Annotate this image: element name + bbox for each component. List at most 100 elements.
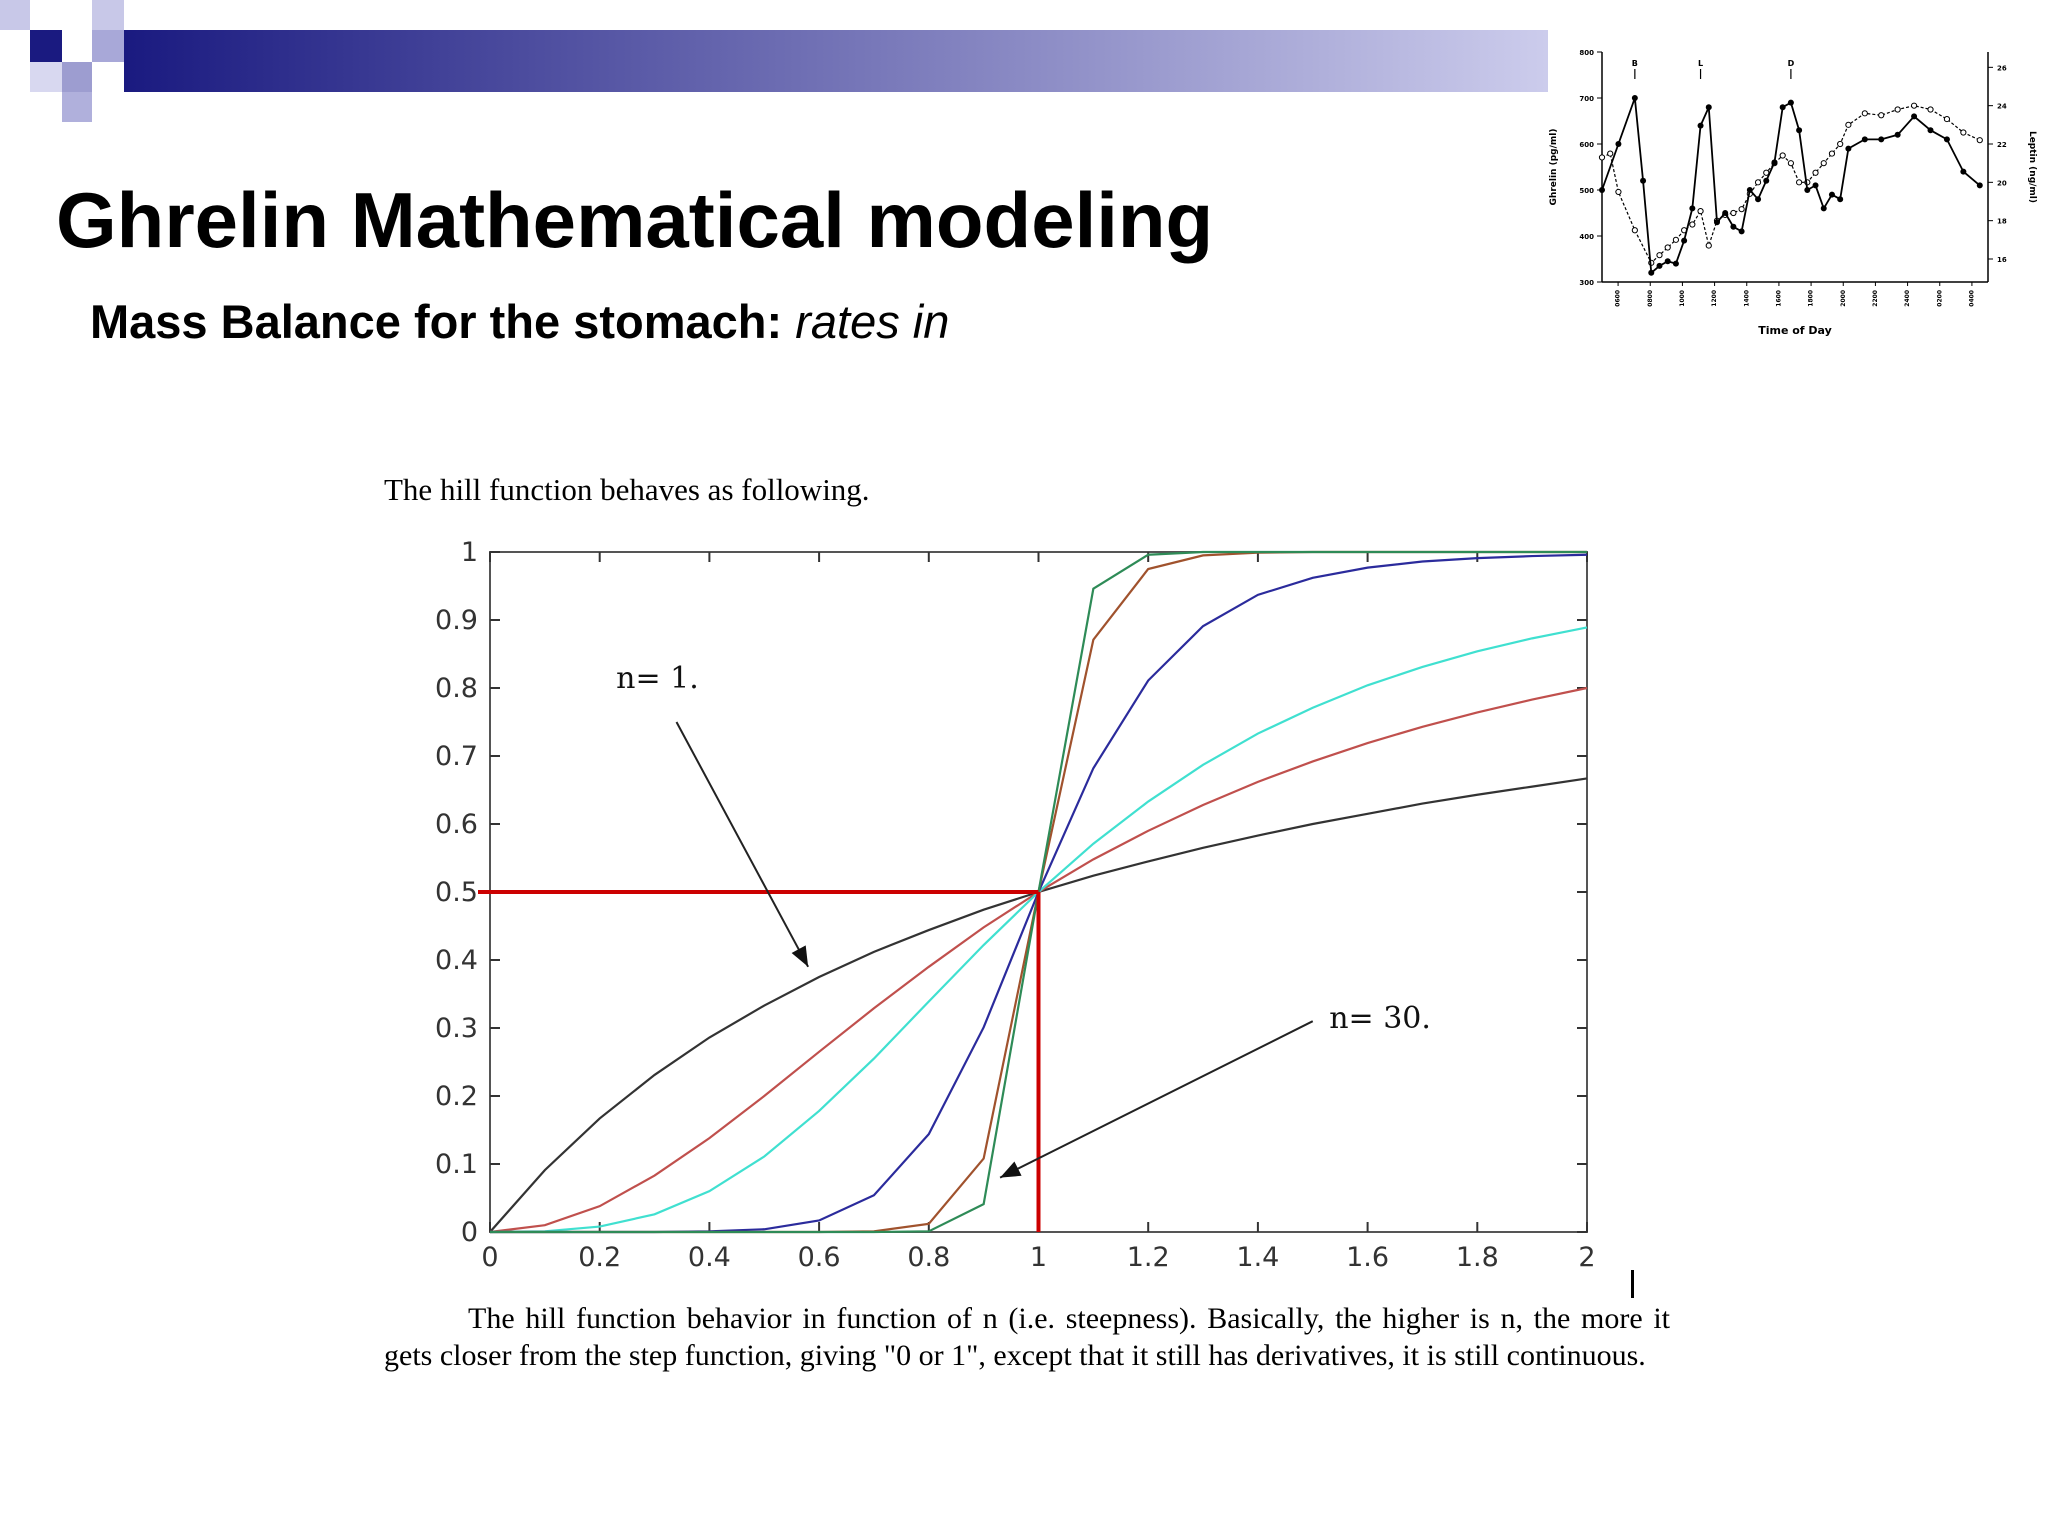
inset-x-tick-label: 0800 xyxy=(1647,290,1654,307)
inset-leptin-point xyxy=(1689,221,1696,228)
annotation-arrow-head xyxy=(791,945,809,967)
inset-leptin-point xyxy=(1631,227,1638,234)
inset-ghrelin-point xyxy=(1722,210,1729,216)
inset-leptin-point xyxy=(1754,179,1762,186)
y-tick-label: 0.3 xyxy=(435,1013,478,1044)
inset-ghrelin-point xyxy=(1738,228,1745,235)
inset-ghrelin-point xyxy=(1672,260,1679,267)
inset-leptin-point xyxy=(1598,154,1606,161)
inset-x-tick-label: 1400 xyxy=(1743,290,1750,307)
inset-y-label: Ghrelin (pg/ml) xyxy=(1549,129,1559,206)
x-tick-label: 1.8 xyxy=(1456,1242,1499,1273)
banner-square-light-1 xyxy=(0,0,30,30)
banner-square-light-4 xyxy=(62,92,92,122)
inset-x-tick-label: 1800 xyxy=(1808,290,1815,307)
inset-ghrelin-point xyxy=(1681,237,1688,244)
inset-meal-marker: B xyxy=(1632,59,1638,68)
inset-ghrelin-point xyxy=(1705,104,1712,111)
y-tick-label: 0 xyxy=(461,1217,478,1248)
inset-x-tick-label: 2000 xyxy=(1840,290,1847,307)
inset-ghrelin-point xyxy=(1976,182,1983,189)
inset-ghrelin-point xyxy=(1697,122,1704,129)
x-tick-label: 1.4 xyxy=(1236,1242,1279,1273)
inset-meal-marker: D xyxy=(1788,59,1795,68)
banner-square-light-2 xyxy=(92,0,124,30)
inset-ghrelin-point xyxy=(1640,177,1647,184)
y-tick-label: 0.2 xyxy=(435,1081,478,1112)
x-tick-label: 1.2 xyxy=(1127,1242,1170,1273)
inset-leptin-point xyxy=(1943,115,1951,123)
x-tick-label: 0.6 xyxy=(798,1242,841,1273)
inset-ghrelin-point xyxy=(1746,187,1753,193)
inset-ghrelin-point xyxy=(1861,136,1868,143)
annotation-label: n= 1. xyxy=(616,661,699,696)
slide-banner xyxy=(0,0,1548,122)
inset-leptin-point xyxy=(1796,179,1803,186)
inset-ghrelin-point xyxy=(1599,187,1605,193)
y-tick-label: 0.8 xyxy=(435,673,478,704)
inset-ghrelin-point xyxy=(1894,131,1901,138)
subtitle-italic: rates in xyxy=(795,295,950,348)
annotation-arrow-head xyxy=(1000,1161,1022,1178)
inset-x-tick-label: 0200 xyxy=(1936,290,1943,307)
inset-ghrelin-point xyxy=(1845,145,1852,152)
inset-leptin-point xyxy=(1861,110,1868,117)
inset-leptin-line xyxy=(1601,105,1981,264)
inset-x-tick-label: 1200 xyxy=(1711,290,1718,307)
inset-leptin-point xyxy=(1828,150,1836,157)
inset-x-tick-label: 0600 xyxy=(1615,290,1622,307)
annotation-label: n= 30. xyxy=(1329,1001,1431,1036)
inset-ghrelin-point xyxy=(1878,136,1885,143)
ghrelin-leptin-chart: 300 400 500 600 700 800 16 18 20 22 24 26 0600 0800 10… xyxy=(1549,49,2037,337)
banner-square-light-5 xyxy=(30,62,62,92)
inset-ghrelin-point xyxy=(1689,205,1696,212)
x-tick-label: 1 xyxy=(1030,1242,1047,1273)
inset-ghrelin-point xyxy=(1837,196,1844,203)
x-tick-label: 2 xyxy=(1578,1242,1595,1273)
inset-meal-marker: L xyxy=(1698,59,1703,68)
inset-y-tick-label: 400 xyxy=(1579,233,1594,241)
inset-leptin-point xyxy=(1878,112,1885,119)
inset-leptin-point xyxy=(1656,252,1663,259)
inset-ghrelin-point xyxy=(1656,262,1663,269)
y-tick-label: 1 xyxy=(461,537,478,568)
inset-leptin-point xyxy=(1738,206,1745,213)
banner-square-light-6 xyxy=(92,30,124,62)
y-tick-label: 0.5 xyxy=(435,877,478,908)
inset-ghrelin-point xyxy=(1943,136,1950,143)
inset-ghrelin-point xyxy=(1787,99,1794,106)
inset-leptin-point xyxy=(1960,129,1967,136)
inset-ghrelin-point xyxy=(1755,196,1762,203)
inset-x-label: Time of Day xyxy=(1758,324,1832,337)
inset-leptin-point xyxy=(1730,209,1737,217)
inset-y-tick-label: 800 xyxy=(1579,49,1594,57)
inset-y-tick-label: 500 xyxy=(1579,187,1594,195)
inset-leptin-point xyxy=(1820,160,1827,167)
slide-subtitle: Mass Balance for the stomach: rates in xyxy=(90,292,949,352)
y-tick-label: 0.4 xyxy=(435,945,478,976)
inset-y2-tick-label: 26 xyxy=(1997,64,2007,72)
inset-leptin-point xyxy=(1705,242,1712,249)
y-tick-label: 0.7 xyxy=(435,741,478,772)
inset-ghrelin-point xyxy=(1631,95,1638,101)
inset-y2-tick-label: 24 xyxy=(1997,103,2007,111)
annotation-arrow-shaft xyxy=(999,1020,1314,1179)
inset-leptin-point xyxy=(1697,207,1704,215)
y-tick-label: 0.9 xyxy=(435,605,478,636)
inset-ghrelin-point xyxy=(1820,205,1827,212)
banner-square-dark xyxy=(30,30,62,62)
slide-title: Ghrelin Mathematical modeling xyxy=(56,176,1214,264)
inset-ghrelin-point xyxy=(1828,191,1835,198)
inset-leptin-point xyxy=(1976,137,1983,144)
inset-leptin-point xyxy=(1812,169,1819,176)
inset-x-tick-label: 2200 xyxy=(1872,290,1879,307)
inset-leptin-point xyxy=(1664,244,1671,251)
y-tick-label: 0.6 xyxy=(435,809,478,840)
inset-ghrelin-point xyxy=(1812,182,1819,189)
inset-ghrelin-point xyxy=(1911,113,1918,120)
inset-ghrelin-point xyxy=(1779,104,1786,111)
inset-ghrelin-point xyxy=(1664,258,1671,265)
inset-leptin-point xyxy=(1607,150,1614,157)
inset-ghrelin-point xyxy=(1713,219,1720,226)
inset-leptin-point xyxy=(1927,106,1934,113)
